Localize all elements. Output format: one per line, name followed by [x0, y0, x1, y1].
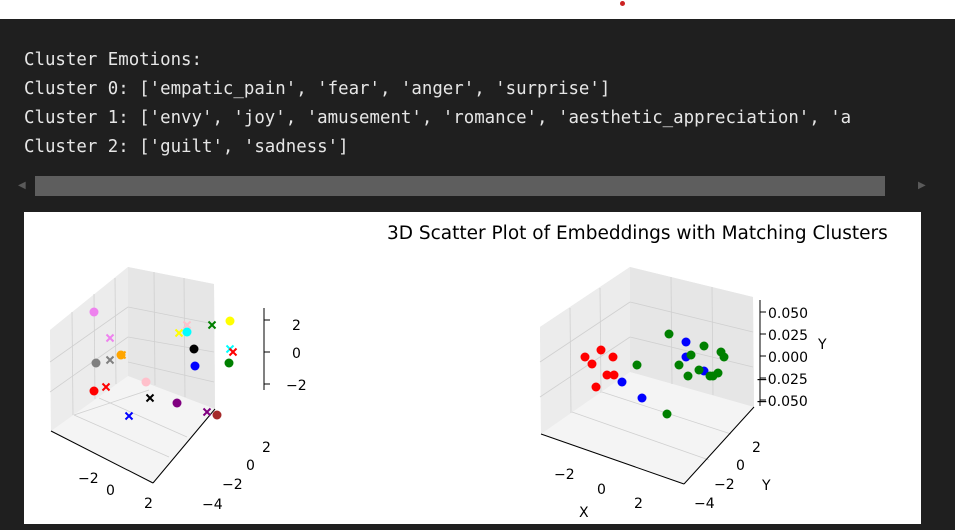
scatter-point-x — [145, 393, 155, 403]
scatter-point — [89, 386, 99, 396]
scatter-point — [580, 352, 590, 362]
scatter-point-x — [202, 407, 212, 417]
scatter-point — [189, 344, 199, 354]
output-line: Cluster 1: ['envy', 'joy', 'amusement', … — [24, 108, 852, 128]
z-tick-label: 0.000 — [768, 350, 808, 366]
scatter-point — [664, 329, 674, 339]
x-tick-label: −2 — [78, 471, 99, 487]
scatter-point-x — [101, 382, 111, 392]
scatter-point-x — [105, 333, 115, 343]
scatter-point — [172, 398, 182, 408]
z-axis-label: Y — [817, 337, 827, 353]
z-tick-label: −2 — [286, 378, 307, 394]
scatter-point-x — [174, 328, 184, 338]
z-tick-label: 2 — [292, 318, 301, 334]
scatter-point — [591, 382, 601, 392]
scatter-point-x — [207, 320, 217, 330]
output-line: Cluster 0: ['empatic_pain', 'fear', 'ang… — [24, 79, 611, 99]
scatter-point — [719, 352, 729, 362]
scatter-point — [674, 360, 684, 370]
y-axis-label: Y — [761, 478, 771, 494]
chart-title: 3D Scatter Plot of Embeddings with Match… — [387, 223, 888, 244]
scroll-right-icon[interactable]: ▶ — [918, 180, 926, 191]
scatter-point — [91, 358, 101, 368]
x-tick-label: 0 — [597, 482, 606, 498]
y-tick-label: 2 — [752, 440, 761, 456]
z-tick-label: −0.025 — [756, 372, 808, 388]
scroll-left-icon[interactable]: ◀ — [18, 180, 26, 191]
y-tick-label: −2 — [222, 477, 243, 493]
scatter-point — [686, 350, 696, 360]
y-tick-label: −4 — [202, 497, 223, 513]
z-tick-label: 0 — [292, 346, 301, 362]
scatter-point — [596, 345, 606, 355]
scatter-point — [212, 410, 222, 420]
x-tick-label: 2 — [634, 496, 643, 512]
scroll-thumb[interactable] — [35, 176, 885, 196]
left-3d-axes: −2 0 2 2 0 −2 −4 2 0 −2 — [49, 267, 307, 513]
z-tick-label: 0.050 — [768, 306, 808, 322]
scatter-point — [89, 307, 99, 317]
horizontal-scrollbar[interactable]: ◀ ▶ — [18, 176, 938, 196]
scatter-point — [694, 365, 704, 375]
right-3d-axes: −2 0 2 X 2 0 −2 −4 Y 0.050 0.025 0.000 −… — [539, 267, 827, 521]
scatter-point — [662, 409, 672, 419]
scatter-point — [182, 327, 192, 337]
x-tick-label: 0 — [106, 483, 115, 499]
scatter-point — [190, 361, 200, 371]
scatter-point-x — [124, 411, 134, 421]
scatter-point — [602, 370, 612, 380]
scatter-point — [681, 337, 691, 347]
scatter-point — [699, 341, 709, 351]
scatter-point — [587, 359, 597, 369]
z-tick-label: 0.025 — [768, 328, 808, 344]
y-tick-label: 0 — [246, 458, 255, 474]
output-line: Cluster Emotions: — [24, 50, 202, 70]
status-dot — [620, 1, 625, 6]
scatter-point-x — [228, 347, 238, 357]
x-tick-label: 2 — [144, 496, 153, 512]
scatter-point — [608, 352, 618, 362]
y-tick-label: −2 — [714, 477, 735, 493]
scatter-point — [141, 377, 151, 387]
scatter-point — [637, 393, 647, 403]
scatter-point — [705, 371, 715, 381]
scatter-point-x — [182, 320, 192, 330]
y-tick-label: −4 — [694, 496, 715, 512]
scatter-point-x — [117, 350, 127, 360]
plot-image: −2 0 2 2 0 −2 −4 2 0 −2 — [24, 212, 921, 524]
top-bar — [0, 0, 955, 19]
plot-canvas: −2 0 2 2 0 −2 −4 2 0 −2 — [49, 223, 888, 521]
output-line: Cluster 2: ['guilt', 'sadness'] — [24, 137, 349, 157]
y-tick-label: 2 — [262, 440, 271, 456]
x-axis-label: X — [579, 505, 589, 521]
scatter-point — [609, 370, 619, 380]
x-tick-label: −2 — [554, 467, 575, 483]
scatter-point — [617, 377, 627, 387]
y-tick-label: 0 — [736, 458, 745, 474]
scatter-point — [713, 368, 723, 378]
scatter-point — [683, 371, 693, 381]
scatter-point — [224, 358, 234, 368]
scatter-point-x — [105, 355, 115, 365]
z-tick-label: −0.050 — [756, 394, 808, 410]
scatter-point — [225, 316, 235, 326]
scatter-point — [632, 360, 642, 370]
